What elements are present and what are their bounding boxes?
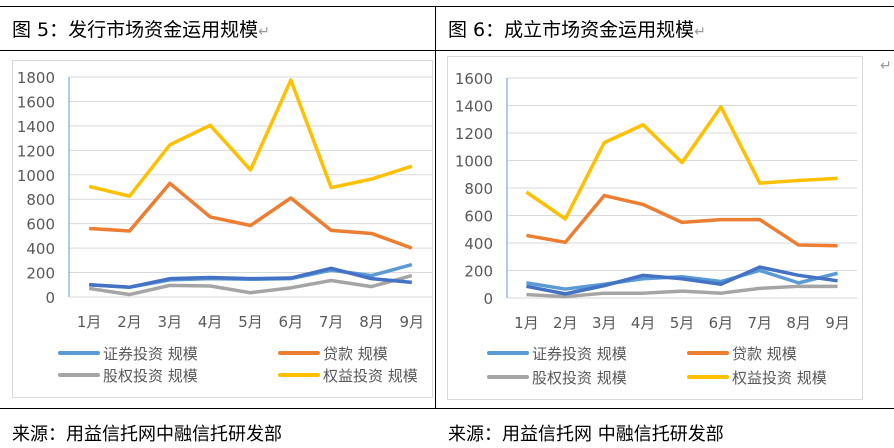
- right-source: 来源：用益信托网 中融信托研发部: [448, 424, 724, 445]
- top-rule: [0, 6, 894, 7]
- y-tick-label: 0: [483, 290, 493, 308]
- legend-label: 证券投资 规模: [103, 345, 198, 363]
- y-tick-label: 1600: [17, 93, 55, 111]
- x-tick-label: 6月: [709, 314, 734, 332]
- legend-label: 证券投资 规模: [532, 345, 627, 363]
- x-tick-label: 3月: [592, 314, 617, 332]
- x-tick-label: 8月: [359, 313, 384, 331]
- y-tick-label: 1800: [17, 69, 55, 87]
- right-title: 图 6：成立市场资金运用规模↵: [448, 19, 706, 41]
- y-tick-label: 1400: [455, 98, 493, 116]
- y-tick-label: 1400: [17, 118, 55, 136]
- legend-label: 股权投资 规模: [103, 367, 198, 385]
- y-tick-label: 600: [464, 208, 493, 226]
- y-tick-label: 1000: [455, 153, 493, 171]
- legend-label: 贷款 规模: [732, 345, 797, 363]
- x-tick-label: 7月: [319, 313, 344, 331]
- x-tick-label: 2月: [553, 314, 578, 332]
- x-tick-label: 5月: [670, 314, 695, 332]
- return-mark: ↵: [880, 58, 892, 74]
- y-tick-label: 400: [464, 235, 493, 253]
- x-tick-label: 7月: [748, 314, 773, 332]
- x-tick-label: 5月: [238, 313, 263, 331]
- y-tick-label: 800: [26, 191, 55, 209]
- y-tick-label: 800: [464, 180, 493, 198]
- y-tick-label: 1000: [17, 167, 55, 185]
- header-rule: [0, 50, 894, 51]
- chart-frame: [12, 60, 433, 398]
- x-tick-label: 4月: [631, 314, 656, 332]
- x-tick-label: 9月: [400, 313, 425, 331]
- y-tick-label: 1600: [455, 70, 493, 88]
- y-tick-label: 200: [464, 263, 493, 281]
- x-tick-label: 1月: [514, 314, 539, 332]
- x-tick-label: 1月: [77, 313, 102, 331]
- footer-rule: [0, 408, 894, 409]
- chart-frame: [447, 56, 863, 400]
- right-chart: 0 200 400 600 800 1000 1200 1400 1600 1月 2月 3月 4月 5月 6…: [447, 56, 863, 400]
- x-tick-label: 6月: [279, 313, 304, 331]
- legend-label: 权益投资 规模: [323, 367, 418, 385]
- y-tick-label: 400: [26, 240, 55, 258]
- x-tick-label: 8月: [786, 314, 811, 332]
- legend-label: 权益投资 规模: [732, 369, 827, 387]
- y-tick-label: 600: [26, 216, 55, 234]
- y-tick-label: 0: [45, 289, 55, 307]
- y-tick-label: 1200: [17, 142, 55, 160]
- y-tick-label: 200: [26, 265, 55, 283]
- x-tick-label: 9月: [825, 314, 850, 332]
- x-tick-label: 3月: [158, 313, 183, 331]
- legend-label: 股权投资 规模: [532, 369, 627, 387]
- x-tick-label: 4月: [198, 313, 223, 331]
- legend-label: 贷款 规模: [323, 345, 388, 363]
- x-tick-label: 2月: [117, 313, 142, 331]
- column-divider: [435, 6, 436, 408]
- left-source: 来源：用益信托网中融信托研发部: [12, 424, 282, 445]
- left-title: 图 5：发行市场资金运用规模↵: [12, 19, 270, 41]
- left-chart: 0 200 400 600 800 1000 1200 1400 1600 1800 1月 2月 3月 4…: [12, 60, 433, 398]
- y-tick-label: 1200: [455, 125, 493, 143]
